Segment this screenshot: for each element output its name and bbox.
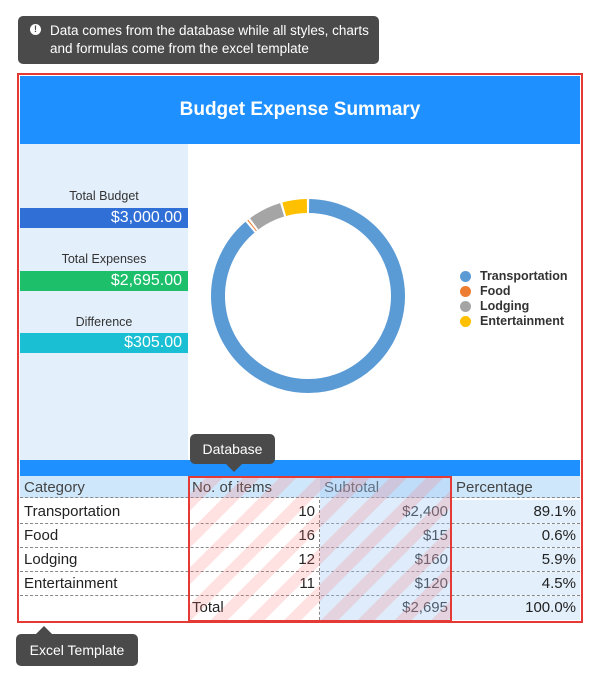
table-total-row: Total $2,695 100.0% xyxy=(20,596,580,620)
items-cell: 11 xyxy=(188,572,320,595)
subtotal-cell: $15 xyxy=(422,527,448,544)
info-icon: ! xyxy=(30,24,41,35)
items-cell: 10 xyxy=(188,500,320,523)
legend-label: Transportation xyxy=(480,269,568,283)
legend-swatch-lodging xyxy=(460,301,471,312)
legend-label: Lodging xyxy=(480,299,530,313)
total-budget-value: $3,000.00 xyxy=(20,208,188,228)
percentage-cell: 4.5% xyxy=(452,572,580,595)
table-header-row: Category No. of items Subtotal Percentag… xyxy=(20,476,580,498)
percentage-cell: 0.6% xyxy=(452,524,580,547)
table-row: Food 16 $15 0.6% xyxy=(20,524,580,548)
excel-template-tooltip: Excel Template xyxy=(16,626,138,666)
total-label-cell: Total xyxy=(188,596,320,620)
difference-label: Difference xyxy=(75,315,133,329)
table-row: Transportation 10 $2,400 89.1% xyxy=(20,500,580,524)
column-header-items: No. of items xyxy=(192,479,273,496)
total-expenses-value: $2,695.00 xyxy=(20,271,188,291)
category-cell: Lodging xyxy=(24,551,78,568)
total-budget-label: Total Budget xyxy=(69,189,139,203)
expense-table: Category No. of items Subtotal Percentag… xyxy=(20,476,580,621)
excel-template-tooltip-text: Excel Template xyxy=(29,642,125,658)
table-row: Lodging 12 $160 5.9% xyxy=(20,548,580,572)
database-tooltip-text: Database xyxy=(202,441,263,457)
category-cell: Transportation xyxy=(24,503,121,520)
subtotal-cell: $160 xyxy=(414,551,448,568)
separator-bar xyxy=(20,460,580,476)
total-expenses-label: Total Expenses xyxy=(61,252,147,266)
info-tooltip: ! Data comes from the database while all… xyxy=(18,16,379,64)
total-percentage-cell: 100.0% xyxy=(452,596,580,620)
excel-template-frame xyxy=(17,73,583,623)
legend-swatch-transportation xyxy=(460,271,471,282)
total-empty-cell xyxy=(20,596,188,620)
legend-label: Entertainment xyxy=(480,314,565,328)
legend-label: Food xyxy=(480,284,511,298)
percentage-cell: 89.1% xyxy=(452,500,580,523)
column-header-subtotal: Subtotal xyxy=(324,479,380,496)
database-tooltip: Database xyxy=(190,434,275,472)
difference-value: $305.00 xyxy=(20,333,188,353)
info-tooltip-text: Data comes from the database while all s… xyxy=(50,23,369,56)
percentage-cell: 5.9% xyxy=(452,548,580,571)
category-cell: Food xyxy=(24,527,59,544)
items-cell: 12 xyxy=(188,548,320,571)
excel-template-tooltip-arrow xyxy=(36,626,52,634)
legend-swatch-entertainment xyxy=(460,316,471,327)
legend-swatch-food xyxy=(460,286,471,297)
table-row: Entertainment 11 $120 4.5% xyxy=(20,572,580,596)
column-header-percentage: Percentage xyxy=(452,476,580,497)
items-cell: 16 xyxy=(188,524,320,547)
summary-panel xyxy=(20,144,188,460)
subtotal-cell: $2,400 xyxy=(402,503,448,520)
total-subtotal-cell: $2,695 xyxy=(402,599,448,616)
column-header-category: Category xyxy=(24,479,85,496)
database-tooltip-arrow xyxy=(226,464,242,472)
sheet-title: Budget Expense Summary xyxy=(20,76,580,144)
category-cell: Entertainment xyxy=(24,575,118,592)
subtotal-cell: $120 xyxy=(414,575,448,592)
